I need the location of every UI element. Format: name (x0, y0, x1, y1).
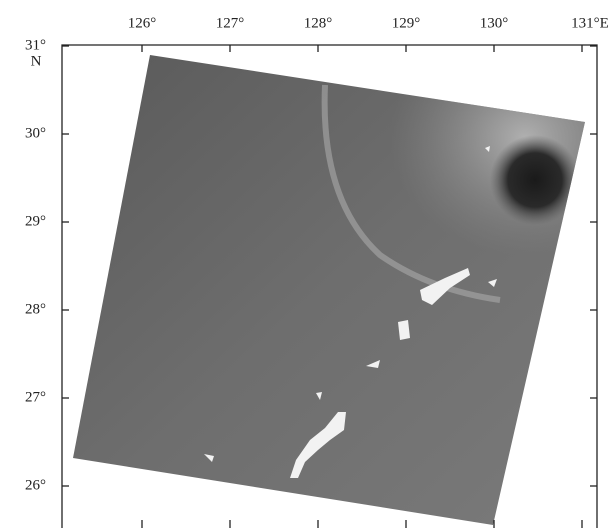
graticule-labels: N (31, 53, 42, 69)
lat-unit: N (31, 53, 42, 69)
satellite-image (73, 55, 600, 525)
lat-label: 31° (25, 37, 46, 53)
map: N 126° 127° 128° 129° 130° 131°E 31° 30° 29° 28° 2… (0, 0, 611, 528)
lat-label: 28° (25, 301, 46, 317)
lon-label: 127° (216, 15, 245, 31)
lat-label: 26° (25, 477, 46, 493)
page: N 126° 127° 128° 129° 130° 131°E 31° 30° 29° 28° 2… (0, 0, 611, 528)
lat-label: 27° (25, 389, 46, 405)
lat-label: 29° (25, 213, 46, 229)
lon-label: 129° (392, 15, 421, 31)
lon-label: 126° (128, 15, 157, 31)
lon-label: 128° (304, 15, 333, 31)
lon-label: 131°E (571, 15, 609, 31)
lat-label: 30° (25, 125, 46, 141)
lon-label: 130° (480, 15, 509, 31)
